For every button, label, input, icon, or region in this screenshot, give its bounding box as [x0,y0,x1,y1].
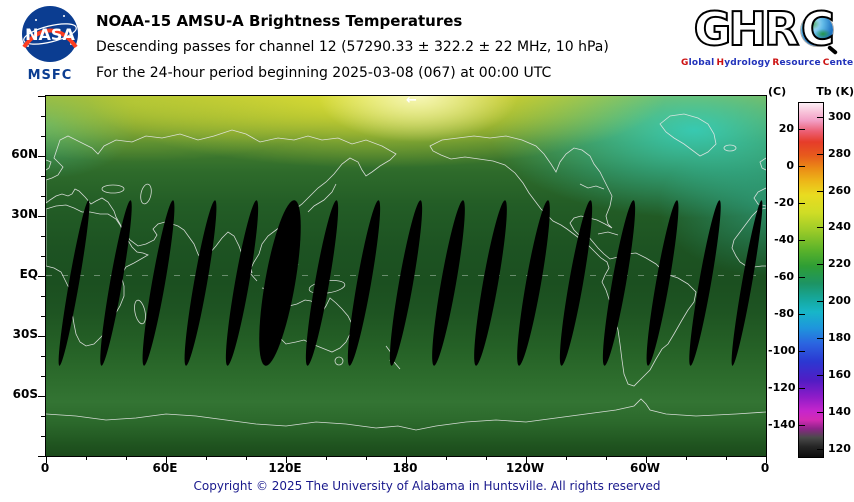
y-axis-major-ticks [38,96,45,457]
colorbar-tick-k-280 [817,153,824,155]
ghrc-c-wrap: C [796,1,839,57]
coast-japan [307,183,337,213]
colorbar-tick-k-240 [817,227,824,229]
colorbar-label-k-120: 120 [828,441,851,455]
colorbar-label-k-280: 280 [828,146,851,160]
colorbar-unit-celsius: (C) [768,85,787,98]
colorbar-tick-c--40 [798,240,805,242]
colorbar-label-k-260: 260 [828,183,851,197]
lon-label-1-60e: 60E [152,461,178,475]
figure-titles: NOAA-15 AMSU-A Brightness Temperatures D… [96,8,609,86]
coast-antarctica [46,398,766,431]
nasa-logo: NASA MSFC [8,4,92,83]
colorbar-label-c-0: 0 [786,159,794,173]
colorbar-unit-kelvin: Tb (K) [816,85,854,98]
colorbar-tick-k-300 [817,116,824,118]
ghrc-subtitle-word: Center [822,58,854,68]
coast-cuba [597,231,619,236]
ghrc-subtitle: GlobalHydrologyResourceCenter [680,58,854,68]
subtitle-period: For the 24-hour period beginning 2025-03… [96,65,552,81]
nasa-wordmark: NASA [25,25,75,44]
ghrc-subtitle-word: Global [681,58,715,68]
colorbar-units: (C) Tb (K) [768,85,854,98]
colorbar-label-c-20: 20 [778,122,794,136]
colorbar-tick-c-0 [798,166,805,168]
colorbar-tick-c--140 [798,424,805,426]
colorbar-label-c--60: -60 [774,269,794,283]
coast-iceland [723,144,737,152]
colorbar-label-k-140: 140 [828,404,851,418]
colorbar-label-c--140: -140 [768,417,796,431]
coast-black-sea [101,184,125,194]
lat-label-60s: 60S [12,387,38,401]
colorbar-tick-c--60 [798,276,805,278]
coast-caspian-sea [140,183,152,205]
colorbar-gradient [798,102,824,458]
ghrc-subtitle-initial: R [772,58,780,68]
colorbar-tick-k-120 [817,448,824,450]
ghrc-subtitle-initial: C [822,58,830,68]
colorbar-tick-k-180 [817,338,824,340]
x-axis-major-ticks [46,456,767,463]
coast-uk-right-edge [759,157,766,171]
colorbar-label-c--100: -100 [768,343,796,357]
coast-tasmania [334,356,344,366]
lon-label-5-60w: 60W [630,461,660,475]
colorbar-label-c--20: -20 [774,196,794,210]
lat-label-60n: 60N [11,147,38,161]
colorbar-label-c--120: -120 [768,380,796,394]
colorbar-label-k-180: 180 [828,331,851,345]
colorbar-tick-c--20 [798,203,805,205]
colorbar-label-k-160: 160 [828,367,851,381]
subtitle-channel: Descending passes for channel 12 (57290.… [96,39,609,55]
ghrc-subtitle-word: Hydrology [716,58,771,68]
colorbar-tick-k-140 [817,411,824,413]
colorbar-label-k-200: 200 [828,294,851,308]
lon-label-3-180: 180 [392,461,418,475]
coast-madagascar [134,299,146,325]
world-map: ← [45,93,767,457]
ghrc-subtitle-initial: H [716,58,725,68]
lon-label-0-0: 0 [40,461,50,475]
lat-label-30n: 30N [11,207,38,221]
colorbar-tick-k-160 [817,374,824,376]
ghrc-wordmark: GHR C [680,1,850,57]
msfc-label: MSFC [27,68,73,83]
coast-americas [429,135,697,387]
coast-eurasia [46,129,397,274]
nasa-insignia-icon: NASA [22,6,78,62]
colorbar-tick-c--120 [798,387,805,389]
lat-label-30s: 30S [12,327,38,341]
ghrc-letters: GHR [693,1,801,57]
orbit-direction-arrow: ← [406,93,417,108]
colorbar-label-k-240: 240 [828,220,851,234]
coast-new-zealand-south [393,361,401,370]
colorbar-tick-k-220 [817,264,824,266]
colorbar-tick-c-20 [798,129,805,131]
coast-great-lakes [579,183,605,190]
colorbar-area: 300 280 260 240 220 200 180 160 140 120 20 0 -20 -40-… [768,102,854,458]
lon-label-4-120w: 120W [505,461,545,475]
lat-label-eq: EQ [19,267,38,281]
coast-greenland [659,113,717,157]
colorbar-label-c--80: -80 [774,306,794,320]
colorbar-label-k-220: 220 [828,257,851,271]
colorbar-tick-c--80 [798,313,805,315]
coast-uk-left-edge [46,159,52,171]
ghrc-globe-icon [801,14,834,46]
colorbar-tick-k-200 [817,301,824,303]
coast-australia [271,297,353,353]
page-title: NOAA-15 AMSU-A Brightness Temperatures [96,12,463,30]
copyright-text: Copyright © 2025 The University of Alaba… [193,479,661,493]
ghrc-subtitle-word: Resource [772,58,821,68]
ghrc-subtitle-initial: G [681,58,689,68]
lon-label-6-0: 0 [760,461,770,475]
colorbar-label-c--40: -40 [774,233,794,247]
colorbar-label-k-300: 300 [828,109,851,123]
colorbar-tick-k-260 [817,190,824,192]
colorbar-tick-c--100 [798,350,805,352]
lon-label-2-120e: 120E [268,461,302,475]
